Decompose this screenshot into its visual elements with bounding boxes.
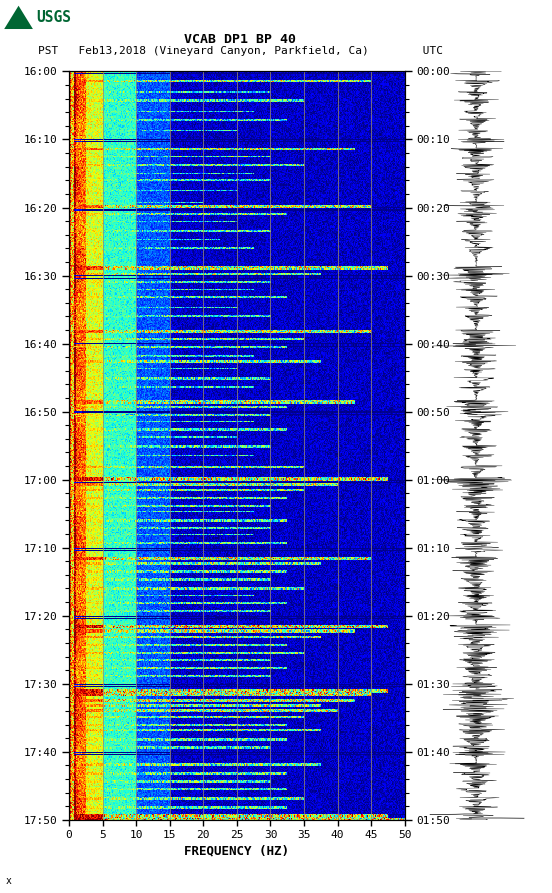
Text: PST   Feb13,2018 (Vineyard Canyon, Parkfield, Ca)        UTC: PST Feb13,2018 (Vineyard Canyon, Parkfie… — [38, 46, 443, 56]
Text: x: x — [6, 876, 12, 886]
X-axis label: FREQUENCY (HZ): FREQUENCY (HZ) — [184, 845, 289, 857]
Text: USGS: USGS — [36, 10, 71, 25]
Text: VCAB DP1 BP 40: VCAB DP1 BP 40 — [184, 33, 296, 46]
Polygon shape — [4, 5, 33, 29]
